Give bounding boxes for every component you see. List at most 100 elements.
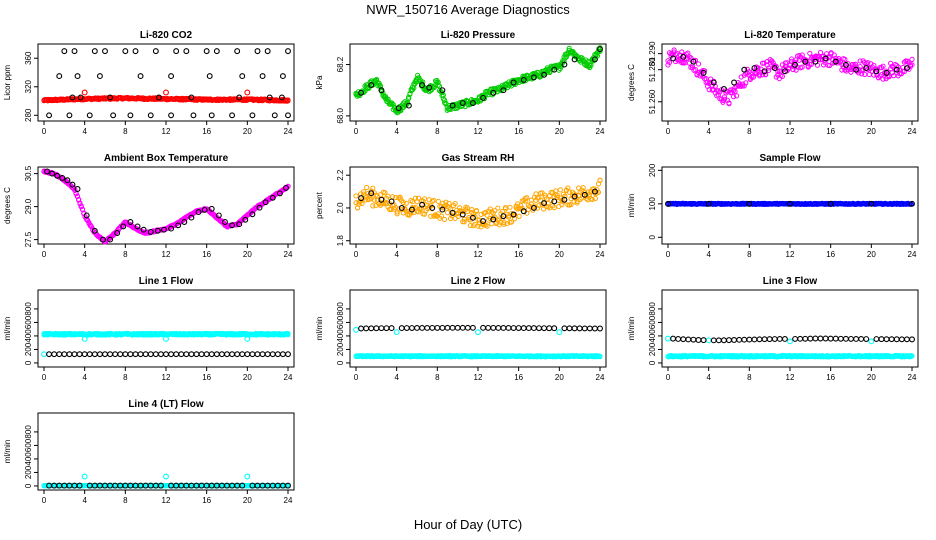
- x-tick-label: 20: [243, 496, 252, 505]
- data-point: [505, 214, 512, 220]
- data-point: [591, 325, 598, 332]
- data-point: [731, 337, 738, 343]
- data-point: [670, 55, 677, 62]
- x-tick-label: 0: [666, 127, 671, 136]
- data-point: [383, 325, 390, 332]
- data-point: [66, 351, 73, 358]
- y-tick-label: 200: [336, 342, 345, 356]
- data-point: [152, 48, 159, 55]
- data-point: [66, 112, 73, 119]
- data-point: [452, 200, 458, 207]
- data-point: [510, 211, 517, 218]
- data-point: [501, 221, 507, 227]
- data-point: [675, 336, 682, 342]
- data-point: [524, 195, 530, 201]
- data-point: [428, 213, 434, 219]
- data-point: [368, 190, 375, 197]
- x-tick-label: 20: [243, 373, 252, 382]
- data-point: [370, 185, 376, 191]
- data-point: [695, 337, 702, 343]
- y-tick-label: 29.0: [24, 198, 33, 214]
- series-line-3-hourly: [670, 335, 915, 344]
- x-tick-label: 24: [596, 127, 605, 136]
- data-point: [565, 185, 571, 191]
- data-point: [792, 61, 799, 68]
- data-point: [475, 329, 481, 336]
- data-point: [746, 200, 753, 207]
- x-tick-label: 24: [596, 250, 605, 259]
- data-point: [157, 482, 164, 489]
- data-point: [500, 325, 507, 331]
- data-point: [449, 324, 456, 331]
- data-point: [579, 55, 585, 61]
- data-point: [147, 351, 154, 358]
- data-point: [507, 204, 513, 210]
- data-point: [107, 236, 114, 243]
- x-tick-label: 12: [474, 127, 483, 136]
- panel-title: Li-820 Pressure: [441, 30, 516, 41]
- data-point: [551, 205, 557, 211]
- data-point: [755, 66, 761, 72]
- data-point: [389, 100, 395, 106]
- x-tick-label: 20: [243, 127, 252, 136]
- data-point: [434, 324, 441, 331]
- data-point: [398, 205, 405, 211]
- data-point: [566, 189, 573, 195]
- x-tick-label: 0: [666, 373, 671, 382]
- panel-8: Line 2 Flow ml/min 0 4 8 12 16 20 24 0 20040060080…: [315, 276, 607, 382]
- data-point: [771, 65, 778, 72]
- panel-title: Line 1 Flow: [139, 276, 194, 287]
- data-point: [705, 200, 712, 207]
- data-point: [553, 188, 559, 194]
- data-point: [110, 112, 117, 119]
- data-point: [695, 61, 702, 67]
- data-point: [441, 216, 448, 223]
- data-point: [721, 96, 728, 102]
- y-tick-label: 200: [24, 465, 33, 479]
- data-point: [581, 191, 588, 198]
- x-tick-label: 16: [202, 373, 211, 382]
- data-point: [459, 324, 466, 331]
- data-point: [266, 94, 273, 101]
- data-point: [720, 337, 727, 344]
- data-point: [868, 338, 875, 345]
- data-point: [276, 190, 283, 197]
- x-tick-label: 8: [435, 127, 440, 136]
- x-tick-label: 0: [42, 127, 47, 136]
- y-tick-label: 400: [336, 329, 345, 343]
- data-point: [439, 206, 446, 213]
- data-point: [419, 82, 426, 89]
- data-point: [690, 58, 697, 65]
- data-point: [878, 336, 885, 343]
- data-point: [476, 217, 483, 223]
- data-point: [505, 325, 512, 331]
- data-point: [692, 66, 699, 73]
- data-point: [454, 324, 461, 331]
- data-point: [163, 89, 169, 96]
- data-point: [81, 89, 88, 96]
- data-point: [883, 336, 890, 343]
- data-point: [853, 336, 860, 342]
- data-point: [269, 194, 276, 201]
- series-reference-4: [46, 112, 291, 119]
- data-point: [234, 351, 241, 358]
- data-point: [435, 82, 441, 88]
- data-point: [909, 56, 915, 62]
- data-point: [751, 65, 758, 72]
- data-point: [163, 351, 169, 358]
- data-point: [74, 73, 81, 80]
- data-point: [893, 66, 900, 73]
- data-point: [705, 337, 712, 344]
- series-temperature-hourly: [670, 53, 910, 92]
- data-point: [439, 324, 446, 331]
- data-point: [396, 206, 402, 212]
- data-point: [548, 197, 554, 203]
- data-point: [56, 73, 63, 80]
- x-tick-label: 24: [284, 250, 293, 259]
- data-point: [203, 48, 210, 55]
- y-tick-label: 1.8: [336, 235, 345, 247]
- data-point: [406, 95, 412, 102]
- data-point: [573, 192, 579, 198]
- x-tick-label: 20: [867, 373, 876, 382]
- y-tick-label: 0: [336, 360, 345, 365]
